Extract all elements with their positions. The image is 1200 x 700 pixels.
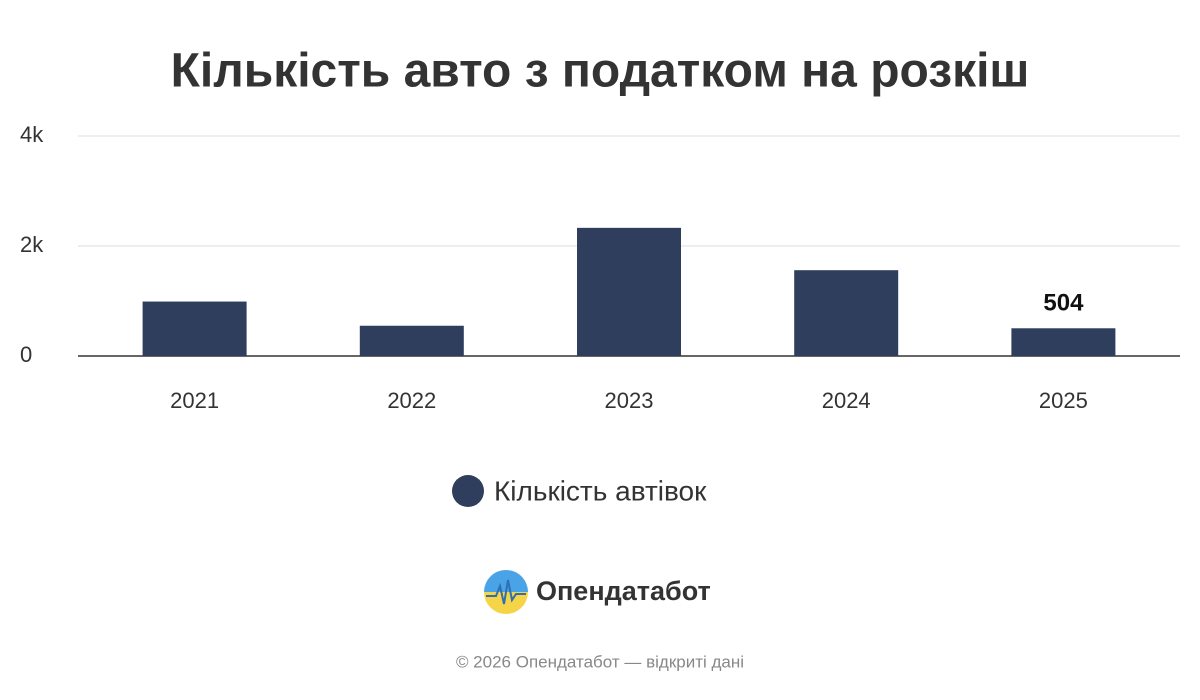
y-tick-label: 4k	[20, 122, 44, 147]
brand-name: Опендатабот	[536, 576, 711, 606]
x-tick-label: 2022	[387, 388, 436, 413]
y-tick-label: 2k	[20, 232, 44, 257]
bar	[577, 227, 681, 356]
footer: © 2026 Опендатабот — відкриті дані	[456, 652, 744, 671]
x-tick-label: 2021	[170, 388, 219, 413]
legend-swatch	[452, 475, 484, 507]
logo: Опендатабот	[484, 570, 711, 614]
x-tick-label: 2023	[605, 388, 654, 413]
bar	[794, 270, 899, 356]
bar	[1011, 328, 1116, 356]
x-tick-label: 2024	[822, 388, 871, 413]
x-tick-label: 2025	[1039, 388, 1088, 413]
chart-title: Кількість авто з податком на розкіш	[171, 45, 1030, 98]
logo-wave	[486, 579, 526, 605]
legend-label: Кількість автівок	[494, 475, 707, 506]
bar	[359, 325, 464, 356]
bar	[142, 301, 247, 356]
data-label: 504	[1043, 290, 1084, 317]
y-tick-label: 0	[20, 342, 32, 367]
